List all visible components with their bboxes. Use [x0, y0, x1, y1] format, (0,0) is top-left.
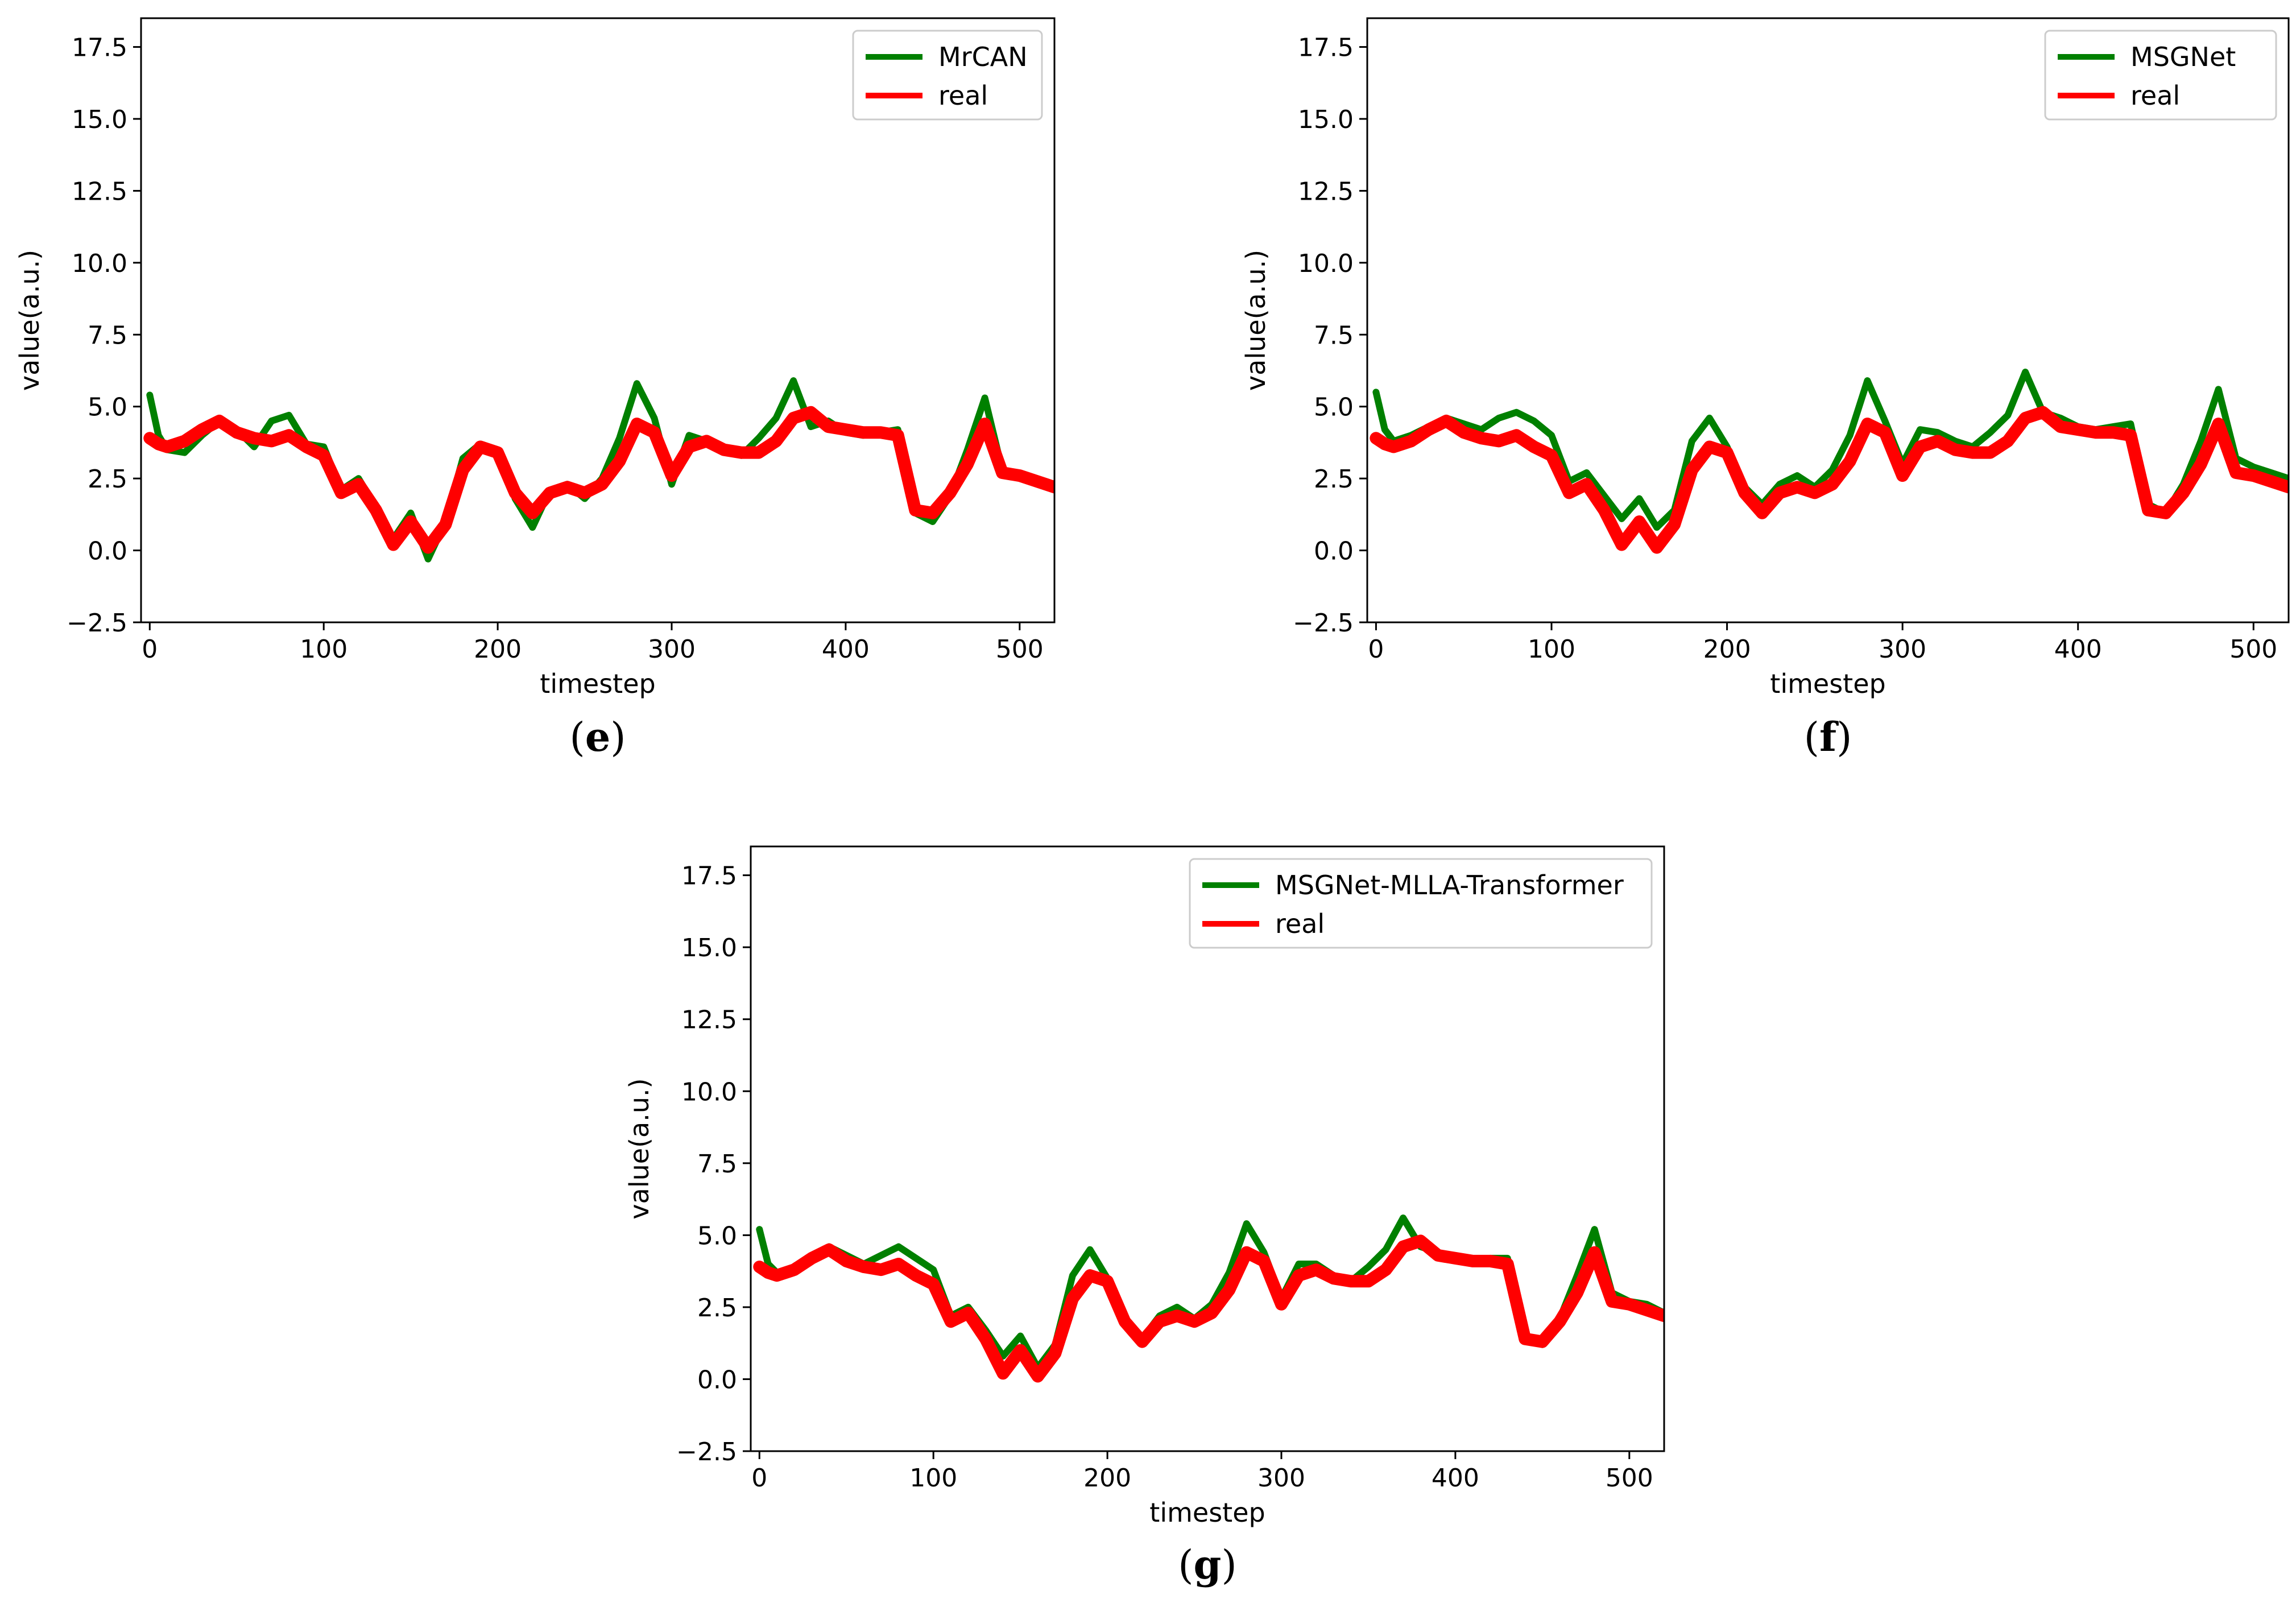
y-tick-label: 15.0 — [72, 105, 127, 134]
y-tick-label: 0.0 — [1314, 537, 1354, 566]
caption-letter: f — [1819, 713, 1839, 761]
caption-paren-open: ( — [569, 714, 585, 761]
x-tick-label: 200 — [474, 635, 522, 664]
caption-paren-open: ( — [1804, 714, 1819, 761]
caption-paren-close: ) — [1836, 714, 1852, 761]
y-tick-label: 10.0 — [681, 1077, 737, 1106]
caption-paren-close: ) — [1221, 1542, 1236, 1588]
x-tick-label: 0 — [142, 635, 158, 664]
x-tick-label: 400 — [2054, 635, 2102, 664]
y-tick-label: 0.0 — [88, 537, 127, 566]
y-tick-label: 10.0 — [72, 249, 127, 278]
y-tick-label: 5.0 — [1314, 393, 1354, 422]
legend-label: real — [2130, 80, 2180, 111]
y-axis-title: value(a.u.) — [1240, 250, 1271, 391]
x-tick-label: 500 — [1606, 1464, 1653, 1493]
caption-letter: e — [585, 713, 611, 761]
y-tick-label: 7.5 — [1314, 321, 1354, 350]
x-tick-label: 100 — [909, 1464, 957, 1493]
panel-caption: (f) — [1804, 713, 1852, 761]
y-tick-label: 12.5 — [1298, 177, 1354, 206]
x-tick-label: 400 — [1432, 1464, 1479, 1493]
x-tick-label: 100 — [1528, 635, 1575, 664]
x-tick-label: 300 — [648, 635, 696, 664]
x-tick-label: 0 — [751, 1464, 767, 1493]
panel-f: 0 100 200 300 400 500 −2.5 0.0 2.5 5.0 7.5 10.0 12.5… — [1240, 17, 2290, 761]
y-tick-label: 5.0 — [88, 393, 127, 422]
x-axis-title: timestep — [540, 668, 655, 699]
y-tick-label: −2.5 — [1293, 609, 1354, 638]
y-tick-label: 15.0 — [681, 933, 737, 963]
y-tick-label: 12.5 — [681, 1006, 737, 1035]
series-group — [1370, 369, 2289, 554]
y-tick-label: 0.0 — [697, 1365, 737, 1394]
x-tick-label: 0 — [1368, 635, 1384, 664]
panel-e: 0 100 200 300 400 500 −2.5 0.0 2.5 5.0 7.5 10.0 12.5… — [14, 17, 1056, 761]
x-tick-label: 300 — [1257, 1464, 1305, 1493]
plot-frame — [140, 17, 1056, 623]
x-tick-label: 200 — [1703, 635, 1751, 664]
legend-box — [1189, 858, 1653, 949]
y-tick-label: 17.5 — [1298, 34, 1354, 63]
y-tick-label: 5.0 — [697, 1221, 737, 1250]
y-tick-label: 7.5 — [697, 1150, 737, 1179]
legend-label: MrCAN — [938, 42, 1028, 72]
caption-letter: g — [1194, 1541, 1222, 1588]
plot-frame — [1366, 17, 2290, 623]
y-tick-label: 12.5 — [72, 177, 127, 206]
plot-frame — [750, 845, 1665, 1452]
panel-g: 0 100 200 300 400 500 −2.5 0.0 2.5 5.0 7.5 10.0 12.5… — [624, 845, 1665, 1588]
x-tick-label: 300 — [1879, 635, 1926, 664]
y-axis-title: value(a.u.) — [14, 250, 45, 391]
legend-label: real — [938, 80, 988, 111]
caption-paren-open: ( — [1178, 1542, 1193, 1588]
panel-caption: (g) — [1178, 1541, 1237, 1588]
x-tick-label: 500 — [2229, 635, 2277, 664]
legend-label: MSGNet — [2130, 42, 2236, 72]
x-tick-label: 400 — [822, 635, 870, 664]
y-tick-label: −2.5 — [67, 609, 127, 638]
series-group — [753, 1215, 1664, 1383]
x-tick-label: 500 — [996, 635, 1044, 664]
legend: MrCAN real — [852, 30, 1043, 121]
y-tick-label: 17.5 — [681, 862, 737, 891]
y-tick-label: 2.5 — [88, 465, 127, 494]
y-tick-label: 2.5 — [697, 1294, 737, 1323]
caption-paren-close: ) — [610, 714, 626, 761]
legend: MSGNet real — [2044, 30, 2277, 121]
real-series-line — [753, 1234, 1664, 1383]
x-axis-title: timestep — [1770, 668, 1885, 699]
legend-label: MSGNet-MLLA-Transformer — [1275, 870, 1624, 900]
x-tick-label: 100 — [300, 635, 347, 664]
y-tick-label: 17.5 — [72, 34, 127, 63]
x-axis-title: timestep — [1149, 1497, 1265, 1528]
y-tick-label: 10.0 — [1298, 249, 1354, 278]
real-series-line — [1370, 406, 2289, 554]
panel-caption: (e) — [569, 713, 626, 761]
legend: MSGNet-MLLA-Transformer real — [1189, 858, 1653, 949]
y-tick-label: 2.5 — [1314, 465, 1354, 494]
series-group — [143, 377, 1054, 563]
real-series-line — [143, 406, 1054, 554]
y-tick-label: −2.5 — [676, 1437, 737, 1467]
legend-label: real — [1275, 908, 1325, 939]
x-tick-label: 200 — [1083, 1464, 1131, 1493]
y-axis-title: value(a.u.) — [624, 1078, 655, 1219]
y-tick-label: 15.0 — [1298, 105, 1354, 134]
y-tick-label: 7.5 — [88, 321, 127, 350]
